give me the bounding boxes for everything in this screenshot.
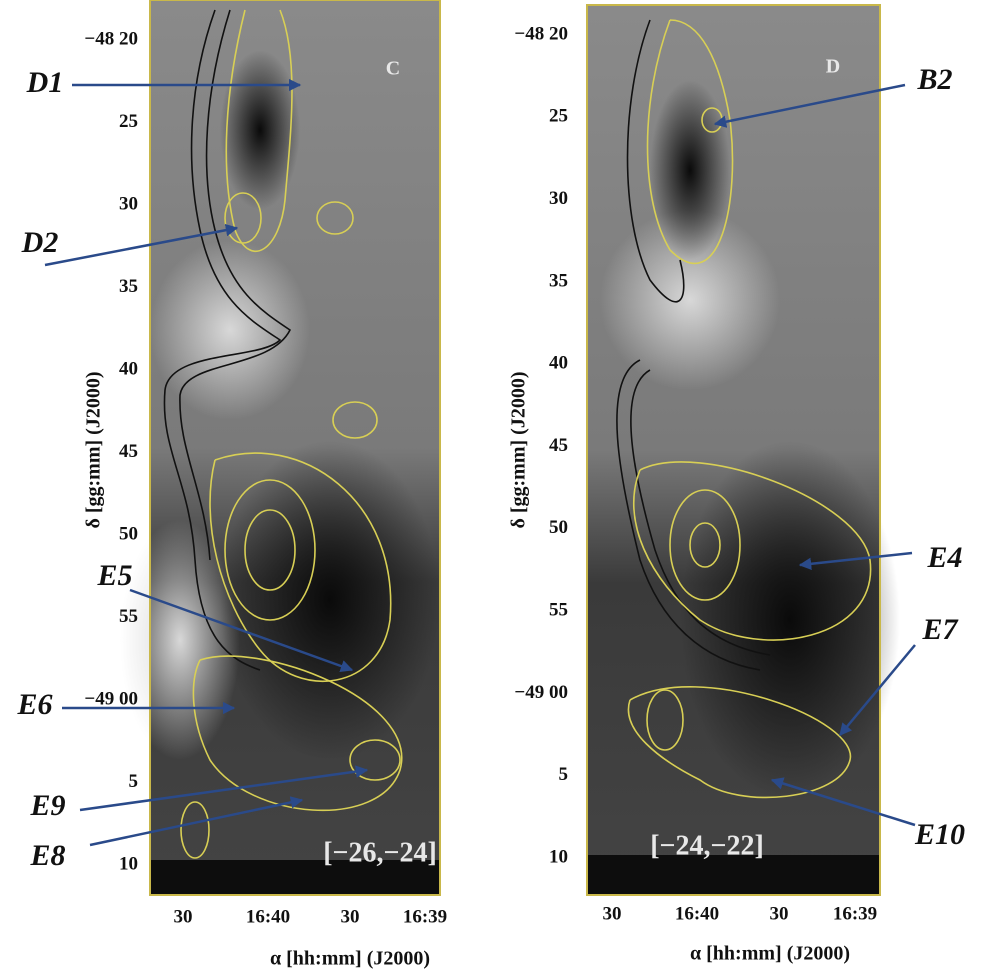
y-tick-label: 50 [119,523,138,544]
x-tick-label: 16:40 [246,906,290,927]
y-tick-label: −49 00 [84,688,138,709]
y-tick-label: 40 [549,353,568,374]
x-tick-label: 30 [174,906,193,927]
y-tick-label: 25 [549,106,568,127]
x-axis-label: α [hh:mm] (J2000) [690,943,850,965]
y-axis-label: δ [gg:mm] (J2000) [83,371,105,528]
y-tick-label: 10 [119,853,138,874]
x-tick-label: 16:39 [833,903,877,924]
y-tick-label: 25 [119,111,138,132]
y-tick-label: 35 [549,270,568,291]
y-tick-label: 5 [559,764,569,785]
y-tick-label: 45 [549,435,568,456]
panel-letter: C [386,58,400,80]
y-tick-label: 10 [549,846,568,867]
x-axis-label: α [hh:mm] (J2000) [270,948,430,970]
annotation: E4 [926,541,962,574]
y-tick-label: −49 00 [514,682,568,703]
y-tick-label: 35 [119,276,138,297]
y-tick-label: 30 [119,193,138,214]
y-tick-label: 50 [549,517,568,538]
figure: −48 20 25 30 35 40 45 50 55 −49 00 5 10 30 16:40 30 16… [0,0,1003,977]
annotation: D1 [26,66,64,99]
velocity-range: [−26,−24] [323,837,437,868]
annotation: E9 [29,789,65,822]
annotation: E10 [914,818,965,851]
panel-left-image [120,0,440,895]
annotation: E6 [16,688,52,721]
x-tick-label: 30 [603,903,622,924]
panel-right-image [587,5,900,895]
annotation: E8 [29,839,65,872]
y-tick-label: −48 20 [514,23,568,44]
y-tick-label: 40 [119,358,138,379]
y-tick-label: 55 [549,599,568,620]
y-tick-label: 30 [549,188,568,209]
annotation: E5 [96,559,132,592]
x-tick-label: 16:39 [403,906,447,927]
y-axis-label: δ [gg:mm] (J2000) [508,371,530,528]
y-tick-label: −48 20 [84,28,138,49]
x-tick-label: 30 [341,906,360,927]
annotation: E7 [921,613,958,646]
y-tick-label: 55 [119,606,138,627]
y-tick-label: 5 [129,771,139,792]
velocity-range: [−24,−22] [650,830,764,861]
x-tick-label: 30 [770,903,789,924]
y-tick-label: 45 [119,441,138,462]
annotation: D2 [21,226,59,259]
x-tick-label: 16:40 [675,903,719,924]
annotation: B2 [916,63,952,96]
panel-letter: D [826,56,840,78]
